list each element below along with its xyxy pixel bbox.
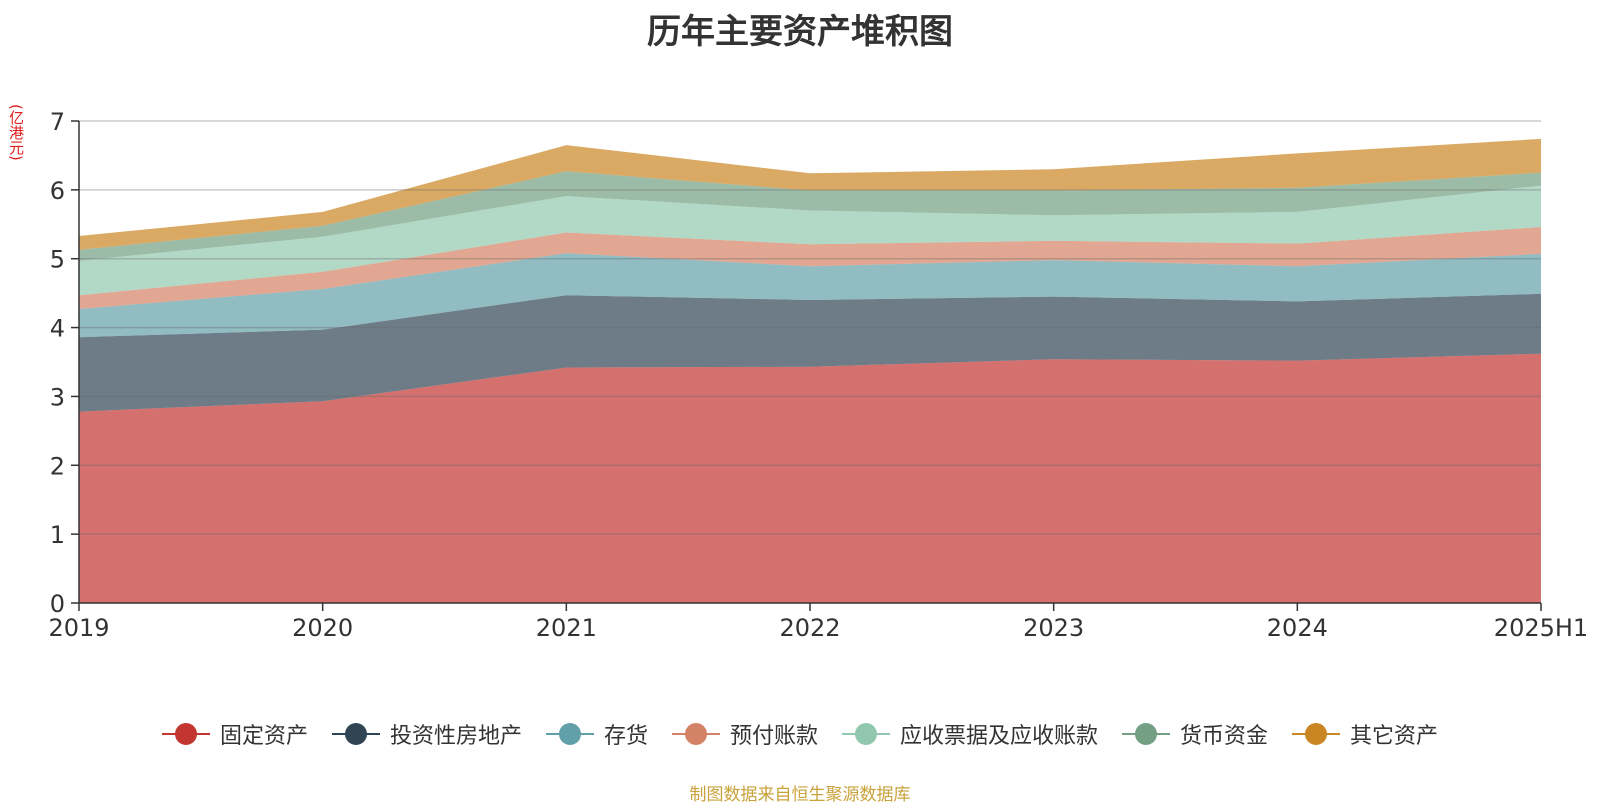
legend-marker-icon	[331, 718, 380, 750]
chart-title: 历年主要资产堆积图	[647, 12, 953, 52]
series-area-7	[79, 138, 1541, 250]
series-area-1	[79, 353, 1541, 603]
chart-legend: 固定资产 投资性房地产 存货 预付账款 应收票据及应收账款 货币资金 其它资产	[0, 718, 1600, 750]
legend-item[interactable]: 存货	[545, 718, 648, 750]
series-area-6	[79, 171, 1541, 261]
legend-marker-icon	[161, 718, 210, 750]
y-tick-label: 7	[50, 108, 65, 136]
y-tick-label: 4	[50, 315, 65, 343]
legend-label: 投资性房地产	[389, 724, 522, 749]
x-tick-label: 2021	[536, 614, 597, 642]
y-tick-label: 0	[50, 590, 65, 618]
x-tick-label: 2023	[1023, 614, 1084, 642]
legend-marker-icon	[842, 718, 890, 750]
legend-marker-icon	[671, 718, 720, 750]
legend-label: 固定资产	[219, 724, 308, 749]
y-tick-label: 5	[50, 246, 65, 274]
legend-item[interactable]: 预付账款	[671, 718, 818, 750]
legend-item[interactable]: 投资性房地产	[331, 718, 522, 750]
legend-item[interactable]: 货币资金	[1122, 718, 1268, 750]
legend-label: 存货	[603, 724, 648, 749]
series-area-4	[79, 227, 1541, 309]
legend-label: 预付账款	[729, 724, 818, 749]
y-axis-unit-label: (亿港元)	[7, 104, 25, 161]
y-tick-label: 1	[50, 521, 65, 549]
series-area-5	[79, 185, 1541, 296]
legend-marker-icon	[1292, 718, 1341, 750]
y-tick-label: 6	[50, 177, 65, 205]
legend-item[interactable]: 应收票据及应收账款	[842, 718, 1098, 750]
y-tick-label: 3	[50, 383, 65, 411]
x-tick-label: 2024	[1267, 614, 1328, 642]
legend-item[interactable]: 固定资产	[161, 718, 308, 750]
series-area-3	[79, 253, 1541, 338]
legend-label: 应收票据及应收账款	[900, 724, 1099, 749]
x-tick-label: 2020	[292, 614, 353, 642]
legend-marker-icon	[1122, 718, 1171, 750]
x-tick-label: 2025H1	[1494, 614, 1588, 642]
legend-label: 货币资金	[1180, 724, 1269, 749]
x-tick-label: 2019	[48, 614, 109, 642]
series-area-2	[79, 293, 1541, 412]
legend-label: 其它资产	[1350, 724, 1439, 749]
legend-item[interactable]: 其它资产	[1292, 718, 1438, 750]
x-tick-label: 2022	[779, 614, 840, 642]
legend-marker-icon	[545, 718, 594, 750]
y-tick-label: 2	[50, 452, 65, 480]
data-source-note: 制图数据来自恒生聚源数据库	[689, 785, 911, 805]
